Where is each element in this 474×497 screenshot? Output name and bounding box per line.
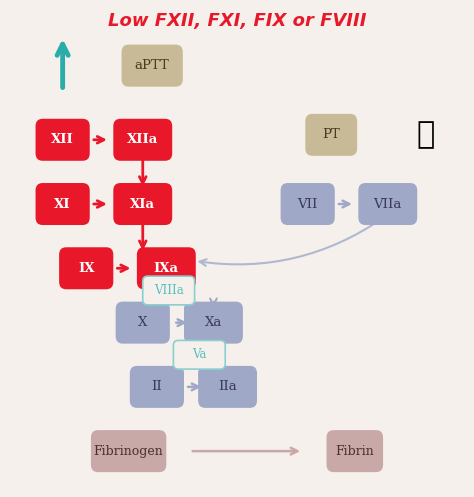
Text: Low FXII, FXI, FIX or FVIII: Low FXII, FXI, FIX or FVIII	[108, 12, 366, 30]
Text: Fibrin: Fibrin	[336, 445, 374, 458]
FancyBboxPatch shape	[116, 302, 170, 343]
FancyBboxPatch shape	[36, 183, 90, 225]
FancyBboxPatch shape	[358, 183, 417, 225]
Text: Xa: Xa	[205, 316, 222, 329]
Text: Fibrinogen: Fibrinogen	[94, 445, 164, 458]
Text: Va: Va	[192, 348, 207, 361]
Text: IXa: IXa	[154, 262, 179, 275]
Text: IIa: IIa	[218, 380, 237, 394]
FancyBboxPatch shape	[327, 430, 383, 472]
FancyBboxPatch shape	[305, 114, 357, 156]
Text: aPTT: aPTT	[135, 59, 170, 72]
Text: X: X	[138, 316, 147, 329]
Text: XII: XII	[51, 133, 74, 146]
FancyBboxPatch shape	[143, 276, 195, 305]
Text: VIIa: VIIa	[374, 197, 402, 211]
FancyBboxPatch shape	[121, 45, 183, 86]
Text: XI: XI	[55, 197, 71, 211]
FancyBboxPatch shape	[130, 366, 184, 408]
FancyBboxPatch shape	[281, 183, 335, 225]
FancyBboxPatch shape	[184, 302, 243, 343]
FancyBboxPatch shape	[36, 119, 90, 161]
Text: XIIa: XIIa	[127, 133, 158, 146]
Text: 🔦: 🔦	[416, 120, 435, 149]
Text: VIIIa: VIIIa	[154, 284, 183, 297]
FancyBboxPatch shape	[59, 248, 113, 289]
Text: VII: VII	[298, 197, 318, 211]
FancyBboxPatch shape	[173, 340, 225, 369]
Text: II: II	[152, 380, 162, 394]
Text: IX: IX	[78, 262, 94, 275]
FancyBboxPatch shape	[137, 248, 196, 289]
FancyBboxPatch shape	[113, 119, 172, 161]
FancyBboxPatch shape	[198, 366, 257, 408]
FancyBboxPatch shape	[91, 430, 166, 472]
FancyBboxPatch shape	[113, 183, 172, 225]
Text: XIa: XIa	[130, 197, 155, 211]
Text: PT: PT	[322, 128, 340, 141]
